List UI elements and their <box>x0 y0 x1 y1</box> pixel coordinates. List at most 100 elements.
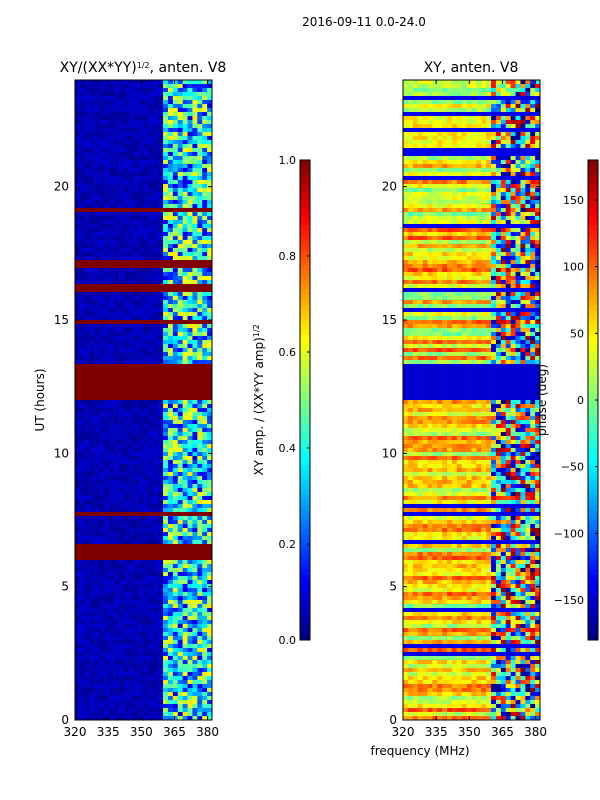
heatmap-cell <box>128 232 135 237</box>
heatmap-cell <box>114 84 120 89</box>
heatmap-cell <box>167 580 174 585</box>
heatmap-cell <box>197 92 203 97</box>
heatmap-cell <box>138 388 144 393</box>
heatmap-cell <box>182 544 188 549</box>
heatmap-cell <box>123 448 130 453</box>
heatmap-cell <box>187 100 193 105</box>
heatmap-cell <box>84 648 90 653</box>
heatmap-cell <box>99 288 105 293</box>
heatmap-cell <box>89 352 95 357</box>
heatmap-cell <box>99 140 105 145</box>
heatmap-cell <box>89 392 95 397</box>
heatmap-cell <box>84 668 90 673</box>
heatmap-cell <box>128 712 135 717</box>
heatmap-cell <box>89 172 95 177</box>
heatmap-cell <box>172 252 179 257</box>
heatmap-cell <box>104 288 110 293</box>
heatmap-cell <box>138 540 144 545</box>
heatmap-cell <box>187 324 193 329</box>
heatmap-cell <box>119 712 125 717</box>
heatmap-cell <box>153 320 159 325</box>
heatmap-cell <box>163 688 169 693</box>
heatmap-cell <box>158 700 164 705</box>
heatmap-cell <box>99 488 105 493</box>
heatmap-cell <box>89 200 95 205</box>
heatmap-cell <box>148 224 154 229</box>
heatmap-cell <box>84 524 90 529</box>
heatmap-cell <box>109 132 115 137</box>
heatmap-cell <box>79 184 86 189</box>
heatmap-cell <box>177 256 183 261</box>
heatmap-cell <box>138 548 144 553</box>
heatmap-cell <box>187 580 193 585</box>
heatmap-cell <box>104 696 110 701</box>
heatmap-cell <box>167 156 174 161</box>
heatmap-cell <box>158 412 164 417</box>
heatmap-cell <box>202 480 208 485</box>
heatmap-cell <box>109 512 115 517</box>
heatmap-cell <box>114 564 120 569</box>
heatmap-cell <box>187 344 193 349</box>
heatmap-cell <box>432 88 438 93</box>
heatmap-cell <box>99 292 105 297</box>
heatmap-cell <box>153 92 159 97</box>
colorbar-swatch <box>300 285 310 291</box>
heatmap-cell <box>123 656 130 661</box>
heatmap-cell <box>163 272 169 277</box>
heatmap-cell <box>94 444 100 449</box>
heatmap-cell <box>167 360 174 365</box>
heatmap-cell <box>520 108 526 113</box>
heatmap-cell <box>187 148 193 153</box>
heatmap-cell <box>456 112 463 117</box>
heatmap-cell <box>138 212 144 217</box>
heatmap-cell <box>177 192 183 197</box>
heatmap-cell <box>114 456 120 461</box>
heatmap-cell <box>138 164 144 169</box>
heatmap-cell <box>153 232 159 237</box>
heatmap-cell <box>158 376 164 381</box>
heatmap-cell <box>202 164 208 169</box>
heatmap-cell <box>138 424 144 429</box>
heatmap-cell <box>75 116 81 121</box>
heatmap-cell <box>79 356 86 361</box>
heatmap-cell <box>79 268 86 273</box>
heatmap-cell <box>138 312 144 317</box>
heatmap-cell <box>89 400 95 405</box>
heatmap-cell <box>138 584 144 589</box>
heatmap-cell <box>143 412 149 417</box>
heatmap-cell <box>167 312 174 317</box>
heatmap-cell <box>99 360 105 365</box>
heatmap-cell <box>148 408 154 413</box>
heatmap-cell <box>158 220 164 225</box>
heatmap-cell <box>202 568 208 573</box>
heatmap-cell <box>138 96 144 101</box>
heatmap-cell <box>153 696 159 701</box>
heatmap-cell <box>84 264 90 269</box>
heatmap-cell <box>187 204 193 209</box>
heatmap-cell <box>486 116 492 121</box>
heatmap-cell <box>143 288 149 293</box>
heatmap-cell <box>172 428 179 433</box>
heatmap-cell <box>202 432 208 437</box>
heatmap-cell <box>207 208 213 213</box>
heatmap-cell <box>197 172 203 177</box>
heatmap-cell <box>79 240 86 245</box>
heatmap-cell <box>525 120 531 125</box>
heatmap-cell <box>192 516 198 521</box>
heatmap-cell <box>123 512 130 517</box>
heatmap-cell <box>133 712 139 717</box>
heatmap-cell <box>167 316 174 321</box>
heatmap-cell <box>109 252 115 257</box>
heatmap-cell <box>158 260 164 265</box>
heatmap-cell <box>123 632 130 637</box>
heatmap-cell <box>133 312 139 317</box>
heatmap-cell <box>202 224 208 229</box>
heatmap-cell <box>109 664 115 669</box>
heatmap-cell <box>187 596 193 601</box>
heatmap-cell <box>153 132 159 137</box>
heatmap-cell <box>163 652 169 657</box>
heatmap-cell <box>163 112 169 117</box>
heatmap-cell <box>167 488 174 493</box>
heatmap-cell <box>437 80 443 85</box>
